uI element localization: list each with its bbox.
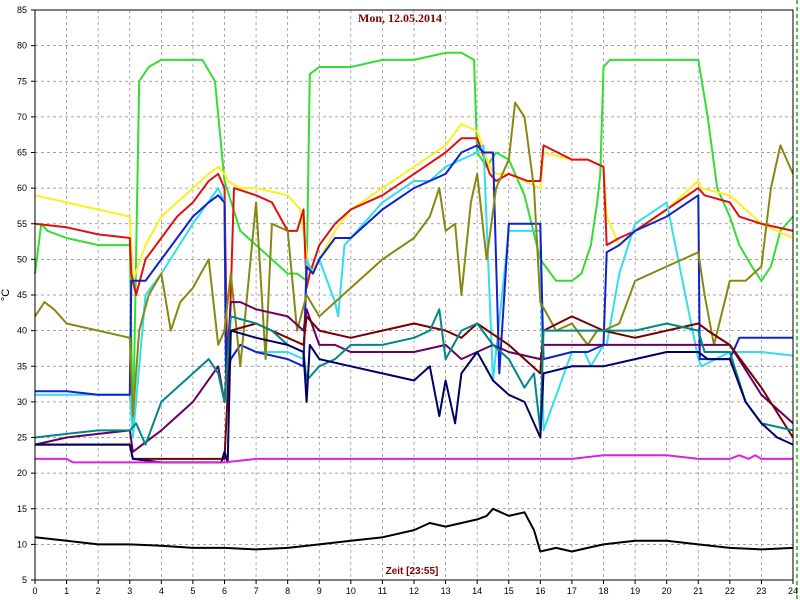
series-line-12 [34, 507, 794, 553]
x-tick-label: 10 [346, 586, 356, 596]
series-line-11 [35, 454, 793, 464]
y-tick-label: 70 [17, 112, 27, 122]
x-tick-label: 21 [693, 586, 703, 596]
x-tick-label: 22 [725, 586, 735, 596]
series-layer [34, 51, 794, 553]
x-tick-label: 0 [32, 586, 37, 596]
plot-frame [34, 9, 794, 581]
y-tick-label: 10 [17, 539, 27, 549]
y-tick-label: 85 [17, 5, 27, 15]
series-line-8 [35, 315, 794, 460]
series-line-6 [34, 101, 794, 418]
y-tick-label: 80 [17, 41, 27, 51]
x-tick-label: 1 [64, 586, 69, 596]
y-tick-label: 45 [17, 290, 27, 300]
x-tick-label: 17 [567, 586, 577, 596]
x-tick-label: 15 [504, 586, 514, 596]
x-tick-label: 7 [254, 586, 259, 596]
y-tick-label: 40 [17, 326, 27, 336]
y-axis-label: °C [0, 289, 12, 301]
x-tick-label: 4 [159, 586, 164, 596]
y-tick-label: 55 [17, 219, 27, 229]
x-tick-label: 5 [190, 586, 195, 596]
y-tick-label: 50 [17, 254, 27, 264]
x-tick-labels: 0 1 2 3 4 5 6 7 8 9 10 11 12 13 14 15 16 17 18 19 20 21 22 23 24 [32, 586, 798, 596]
y-tick-label: 5 [22, 575, 27, 585]
series-line-1 [34, 51, 794, 439]
y-tick-label: 15 [17, 504, 27, 514]
y-tick-label: 65 [17, 148, 27, 158]
y-tick-label: 20 [17, 468, 27, 478]
series-line-7 [34, 301, 794, 453]
y-tick-label: 35 [17, 361, 27, 371]
series-line-3 [34, 137, 794, 396]
y-tick-label: 75 [17, 76, 27, 86]
x-tick-label: 12 [409, 586, 419, 596]
x-tick-label: 19 [630, 586, 640, 596]
x-tick-label: 14 [472, 586, 482, 596]
x-tick-label: 8 [285, 586, 290, 596]
y-tick-label: 60 [17, 183, 27, 193]
x-tick-label: 3 [127, 586, 132, 596]
series-line-5 [35, 144, 793, 396]
y-tick-label: 30 [17, 397, 27, 407]
x-tick-label: 9 [317, 586, 322, 596]
y-tick-labels: 5 10 15 20 25 30 35 40 45 50 55 60 65 70 75 80 85 [17, 5, 27, 585]
x-tick-label: 2 [96, 586, 101, 596]
x-tick-label: 13 [441, 586, 451, 596]
x-axis-label: Zeit [23:55] [386, 566, 439, 577]
x-tick-label: 16 [535, 586, 545, 596]
x-tick-label: 11 [378, 586, 387, 596]
series-line-9 [34, 308, 794, 446]
x-tick-label: 24 [788, 586, 798, 596]
x-tick-label: 18 [598, 586, 608, 596]
x-tick-label: 6 [222, 586, 227, 596]
x-tick-label: 23 [756, 586, 766, 596]
y-tick-label: 25 [17, 433, 27, 443]
x-tick-label: 20 [662, 586, 672, 596]
chart-title: Mon, 12.05.2014 [358, 11, 442, 25]
